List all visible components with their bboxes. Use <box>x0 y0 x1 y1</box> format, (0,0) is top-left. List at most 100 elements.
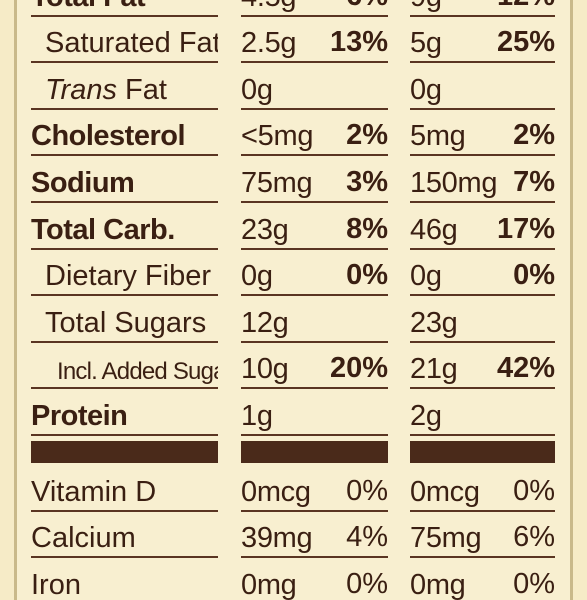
serving-a-amount: 75mg <box>241 166 313 199</box>
nutrient-label-italic: Trans <box>45 73 117 106</box>
nutrient-label-cell: Protein <box>31 389 218 436</box>
nutrient-row: Dietary Fiber 0g 0% 0g 0% <box>0 250 587 297</box>
serving-a-daily-value: 3% <box>346 165 388 198</box>
serving-a-amount: 23g <box>241 213 289 246</box>
serving-b-cell: 2g <box>410 389 555 436</box>
nutrient-label: Total Sugars <box>45 306 207 339</box>
serving-b-cell: 5mg 2% <box>410 110 555 157</box>
serving-a-daily-value: 13% <box>329 26 388 59</box>
serving-b-cell: 0g <box>410 63 555 110</box>
nutrient-label: Protein <box>31 399 128 432</box>
serving-b-cell: 0mcg 0% <box>410 465 555 512</box>
nutrient-label-cell: Total Carb. <box>31 203 218 250</box>
serving-b-amount: 0mg <box>410 568 466 600</box>
serving-a-amount: 1g <box>241 399 273 432</box>
nutrient-row: Total Carb. 23g 8% 46g 17% <box>0 203 587 250</box>
serving-a-cell: 12g <box>241 296 388 343</box>
nutrient-sublabel: Trans Fat <box>31 73 167 106</box>
serving-b-amount: 2g <box>410 399 442 432</box>
nutrient-row: Cholesterol <5mg 2% 5mg 2% <box>0 110 587 157</box>
serving-a-amount: 0mg <box>241 568 297 600</box>
serving-a-amount: 0g <box>241 73 273 106</box>
thick-separator-bar <box>241 440 388 463</box>
nutrient-label: Incl. Added Sugars <box>57 358 218 386</box>
serving-b-amount: 5g <box>410 27 442 60</box>
serving-a-daily-value: 0% <box>346 259 388 292</box>
serving-b-daily-value: 0% <box>513 567 555 600</box>
serving-a-cell: 0mg 0% <box>241 558 388 600</box>
serving-b-cell: 150mg 7% <box>410 156 555 203</box>
serving-a-cell: 23g 8% <box>241 203 388 250</box>
nutrient-label: Vitamin D <box>31 475 157 508</box>
serving-a-cell: 4.5g 6% <box>241 0 388 17</box>
serving-b-amount: 0g <box>410 73 442 106</box>
serving-b-cell: 23g <box>410 296 555 343</box>
serving-a-amount: 10g <box>241 353 289 386</box>
nutrient-label: Dietary Fiber <box>45 260 211 293</box>
serving-b-amount: 21g <box>410 353 458 386</box>
nutrient-row: Total Sugars 12g 23g <box>0 296 587 343</box>
serving-a-daily-value: 4% <box>346 521 388 554</box>
serving-a-daily-value: 2% <box>346 119 388 152</box>
nutrient-row: Saturated Fat 2.5g 13% 5g 25% <box>0 17 587 64</box>
nutrient-row: Trans Fat 0g 0g <box>0 63 587 110</box>
nutrient-label: Calcium <box>31 522 136 555</box>
serving-a-cell: 0mcg 0% <box>241 465 388 512</box>
serving-b-daily-value: 25% <box>496 26 555 59</box>
serving-b-amount: 0mcg <box>410 475 480 508</box>
nutrient-row: Protein 1g 2g <box>0 389 587 436</box>
nutrient-label-cell: Iron <box>31 558 218 600</box>
nutrient-row: Vitamin D 0mcg 0% 0mcg 0% <box>0 465 587 512</box>
serving-b-daily-value: 2% <box>513 119 555 152</box>
nutrient-label-cell: Incl. Added Sugars <box>31 343 218 390</box>
serving-a-cell: 2.5g 13% <box>241 17 388 64</box>
serving-a-daily-value: 20% <box>329 352 388 385</box>
nutrient-sublabel: Saturated Fat <box>31 29 218 58</box>
nutrient-row: Total Fat 4.5g 6% 9g 12% <box>0 0 587 17</box>
serving-b-daily-value: 7% <box>513 165 555 198</box>
nutrient-label: Saturated Fat <box>45 27 218 60</box>
nutrient-label: Total Fat <box>31 0 146 12</box>
nutrient-row: Calcium 39mg 4% 75mg 6% <box>0 512 587 559</box>
serving-a-amount: <5mg <box>241 120 314 153</box>
serving-b-amount: 0g <box>410 260 442 293</box>
nutrient-label: Iron <box>31 568 81 600</box>
serving-b-cell: 75mg 6% <box>410 512 555 559</box>
serving-a-cell: 0g 0% <box>241 250 388 297</box>
nutrient-sublabel: Total Sugars <box>31 306 207 339</box>
serving-a-cell: 0g <box>241 63 388 110</box>
nutrient-label: Cholesterol <box>31 120 186 153</box>
nutrient-label: Sodium <box>31 166 135 199</box>
serving-a-daily-value: 8% <box>346 212 388 245</box>
serving-b-amount: 9g <box>410 0 442 12</box>
serving-a-amount: 0mcg <box>241 475 311 508</box>
serving-b-cell: 5g 25% <box>410 17 555 64</box>
serving-b-cell: 0mg 0% <box>410 558 555 600</box>
serving-b-daily-value: 42% <box>496 352 555 385</box>
serving-a-cell: 39mg 4% <box>241 512 388 559</box>
nutrient-sublabel: Dietary Fiber <box>31 262 211 291</box>
serving-a-amount: 0g <box>241 260 273 293</box>
nutrient-label-cell: Total Fat <box>31 0 218 17</box>
nutrient-label-cell: Dietary Fiber <box>31 250 218 297</box>
serving-b-cell: 0g 0% <box>410 250 555 297</box>
serving-b-amount: 75mg <box>410 522 482 555</box>
nutrient-label-cell: Cholesterol <box>31 110 218 157</box>
serving-a-cell: <5mg 2% <box>241 110 388 157</box>
serving-b-amount: 46g <box>410 213 458 246</box>
serving-b-daily-value: 6% <box>513 521 555 554</box>
nutrient-row: Iron 0mg 0% 0mg 0% <box>0 558 587 600</box>
serving-b-cell: 9g 12% <box>410 0 555 17</box>
serving-b-daily-value: 17% <box>496 212 555 245</box>
serving-a-cell: 75mg 3% <box>241 156 388 203</box>
serving-b-cell: 21g 42% <box>410 343 555 390</box>
serving-b-amount: 23g <box>410 306 458 339</box>
serving-a-cell: 1g <box>241 389 388 436</box>
serving-a-daily-value: 6% <box>346 0 388 11</box>
serving-b-daily-value: 12% <box>497 0 555 11</box>
thick-separator-bar <box>410 440 555 463</box>
serving-b-amount: 150mg <box>410 166 498 199</box>
thick-separator-bar <box>31 440 218 463</box>
